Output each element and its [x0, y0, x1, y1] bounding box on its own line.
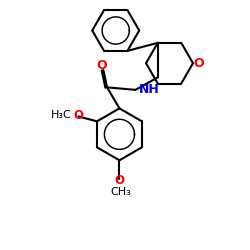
Text: NH: NH: [138, 83, 159, 96]
Text: O: O: [73, 109, 83, 122]
Text: O: O: [96, 59, 107, 72]
Text: O: O: [193, 57, 204, 70]
Text: H₃C: H₃C: [51, 110, 71, 120]
Text: CH₃: CH₃: [110, 188, 131, 198]
Text: O: O: [114, 174, 124, 187]
